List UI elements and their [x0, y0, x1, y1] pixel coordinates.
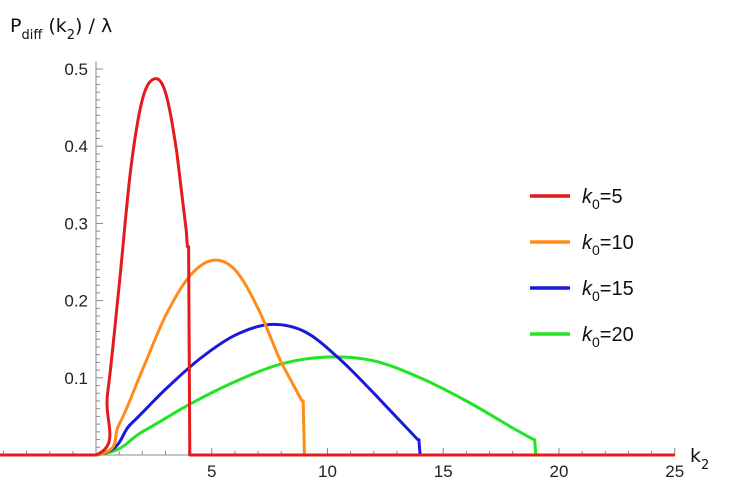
y-axis-title-base: P	[10, 15, 21, 37]
x-tick-label: 15	[434, 462, 453, 481]
x-axis-title-sub: 2	[701, 458, 709, 473]
legend-label: k0=10	[582, 232, 634, 258]
legend-label-sub: 0	[592, 288, 600, 304]
x-axis-title-base: k	[690, 445, 701, 467]
x-axis-title: k2	[690, 445, 709, 473]
y-axis-title-arg-sub: 2	[67, 28, 75, 43]
legend-label: k0=15	[582, 278, 634, 304]
legend-label-sub: 0	[592, 196, 600, 212]
legend-label-sub: 0	[592, 242, 600, 258]
y-tick-label: 0.4	[64, 137, 88, 156]
series-line-k0-15	[0, 322, 675, 457]
axes-group: 5 10 15 20 25 0.1 0.2 0.3 0.4 0.5	[0, 60, 684, 481]
legend-label-value: =5	[600, 186, 623, 208]
series-line-k0-20	[0, 355, 675, 457]
x-tick-label: 5	[207, 462, 216, 481]
legend-label-base: k	[582, 278, 593, 300]
series-line-k0-5	[0, 77, 675, 457]
y-axis-title-open: (k	[42, 15, 66, 37]
x-tick-label: 20	[550, 462, 569, 481]
legend-label-base: k	[582, 232, 593, 254]
legend-label: k0=20	[582, 324, 634, 350]
legend-label-value: =10	[600, 232, 634, 254]
y-tick-label: 0.2	[64, 292, 88, 311]
y-axis-title: Pdiff (k2) / λ	[10, 15, 112, 43]
y-axis-title-close: ) / λ	[75, 15, 112, 37]
legend-label: k0=5	[582, 186, 623, 212]
y-tick-label: 0.5	[64, 60, 88, 79]
legend-label-base: k	[582, 186, 593, 208]
x-tick-label: 25	[665, 462, 684, 481]
legend-label-sub: 0	[592, 334, 600, 350]
legend-label-value: =20	[600, 324, 634, 346]
legend-label-value: =15	[600, 278, 634, 300]
legend-label-base: k	[582, 324, 593, 346]
x-tick-label: 10	[318, 462, 337, 481]
y-tick-label: 0.3	[64, 214, 88, 233]
series-group	[0, 77, 675, 457]
y-axis-title-sub: diff	[21, 28, 43, 43]
y-tick-label: 0.1	[64, 369, 88, 388]
